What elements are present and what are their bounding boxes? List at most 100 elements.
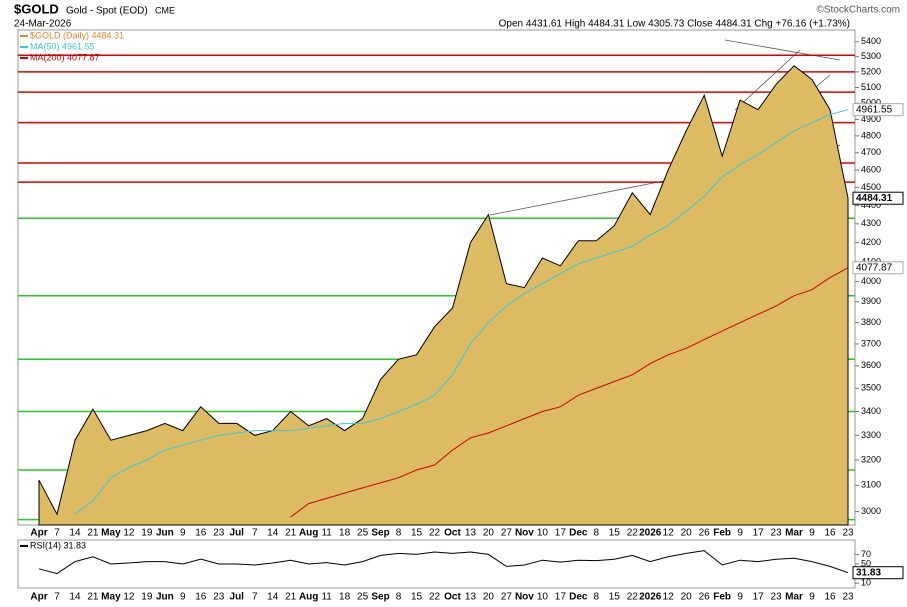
x-tick-label: 2026 xyxy=(639,592,662,603)
x-tick-label: 14 xyxy=(69,528,81,539)
x-tick-label: 10 xyxy=(537,592,549,603)
x-tick-label: 15 xyxy=(609,528,621,539)
x-tick-label: Jul xyxy=(230,592,245,603)
x-tick-label: 22 xyxy=(627,528,639,539)
y-tick-label: 3000 xyxy=(861,506,881,516)
x-tick-label: 20 xyxy=(483,592,495,603)
last-value-box xyxy=(852,103,904,117)
rsi-panel xyxy=(17,539,856,589)
credit: ©StockCharts.com xyxy=(816,5,900,16)
x-tick-label: 9 xyxy=(180,592,186,603)
x-tick-label: 16 xyxy=(824,528,836,539)
x-tick-label: 27 xyxy=(501,592,513,603)
last-value-label: 31.83 xyxy=(856,567,881,578)
x-tick-label: Aug xyxy=(299,592,318,603)
y-tick-label: 3300 xyxy=(861,430,881,440)
y-tick-label: 70 xyxy=(861,549,871,559)
x-tick-label: 14 xyxy=(69,592,81,603)
x-tick-label: 23 xyxy=(842,592,854,603)
y-tick-label: 3200 xyxy=(861,454,881,464)
x-tick-label: 22 xyxy=(429,528,441,539)
y-tick-label: 4500 xyxy=(861,182,881,192)
y-tick-label: 4300 xyxy=(861,218,881,228)
series-line xyxy=(74,109,849,515)
x-tick-label: 17 xyxy=(555,592,567,603)
x-tick-label: 14 xyxy=(267,528,279,539)
x-tick-label: 12 xyxy=(663,528,675,539)
series-line xyxy=(38,550,849,575)
x-tick-label: May xyxy=(101,528,121,539)
x-tick-label: 26 xyxy=(699,592,711,603)
x-tick-label: 16 xyxy=(195,592,207,603)
x-tick-label: 16 xyxy=(195,528,207,539)
x-tick-label: 26 xyxy=(699,528,711,539)
y-tick-label: 4900 xyxy=(861,114,881,124)
y-tick-label: 5200 xyxy=(861,66,881,76)
last-value-box xyxy=(852,261,904,275)
x-tick-label: 10 xyxy=(537,528,549,539)
x-tick-label: 21 xyxy=(87,528,99,539)
y-tick-label: 5100 xyxy=(861,82,881,92)
y-tick-label: 4800 xyxy=(861,130,881,140)
x-tick-label: 12 xyxy=(123,528,135,539)
x-tick-label: Nov xyxy=(515,528,534,539)
last-value-box xyxy=(852,566,904,580)
x-tick-label: 9 xyxy=(737,528,743,539)
y-tick-label: 4400 xyxy=(861,200,881,210)
price-area xyxy=(38,65,849,526)
x-tick-label: 17 xyxy=(753,592,765,603)
x-tick-label: Apr xyxy=(30,592,47,603)
x-tick-label: 8 xyxy=(396,528,402,539)
y-tick-label: 5000 xyxy=(861,98,881,108)
x-tick-label: 18 xyxy=(339,528,351,539)
x-tick-label: 15 xyxy=(411,592,423,603)
symbol: $GOLD xyxy=(14,1,59,16)
y-tick-label: 10 xyxy=(861,578,871,588)
x-tick-label: May xyxy=(101,592,121,603)
x-tick-label: Aug xyxy=(299,528,318,539)
x-tick-label: 2026 xyxy=(639,528,662,539)
x-tick-label: 9 xyxy=(737,592,743,603)
x-tick-label: 20 xyxy=(681,592,693,603)
x-tick-label: 23 xyxy=(213,592,225,603)
x-tick-label: Oct xyxy=(444,528,461,539)
x-tick-label: 16 xyxy=(824,592,836,603)
x-tick-label: 23 xyxy=(771,592,783,603)
last-value-box xyxy=(852,191,904,205)
x-tick-label: 7 xyxy=(54,592,60,603)
x-tick-label: 17 xyxy=(753,528,765,539)
last-value-label: 4077.87 xyxy=(856,262,893,273)
x-tick-label: Sep xyxy=(371,592,389,603)
x-tick-label: 25 xyxy=(357,528,369,539)
y-tick-label: 3800 xyxy=(861,317,881,327)
last-value-label: 4961.55 xyxy=(856,104,893,115)
x-tick-label: Mar xyxy=(785,592,803,603)
x-tick-label: Mar xyxy=(785,528,803,539)
x-tick-label: 13 xyxy=(465,592,477,603)
x-tick-label: 12 xyxy=(123,592,135,603)
x-tick-label: 25 xyxy=(357,592,369,603)
x-tick-label: 19 xyxy=(141,592,153,603)
date: 24-Mar-2026 xyxy=(14,19,72,30)
x-tick-label: 23 xyxy=(842,528,854,539)
x-tick-label: Dec xyxy=(569,592,588,603)
x-tick-label: 21 xyxy=(87,592,99,603)
last-value-label: 4484.31 xyxy=(856,193,893,204)
y-tick-label: 3400 xyxy=(861,406,881,416)
x-tick-label: 11 xyxy=(321,592,332,603)
x-tick-label: 8 xyxy=(594,528,600,539)
x-tick-label: 8 xyxy=(396,592,402,603)
exchange: CME xyxy=(155,5,175,15)
x-tick-label: Sep xyxy=(371,528,389,539)
x-tick-label: 13 xyxy=(465,528,477,539)
legend-label: MA(50) 4961.55 xyxy=(30,41,95,51)
x-tick-label: 9 xyxy=(809,528,815,539)
x-tick-label: 27 xyxy=(501,528,513,539)
series-line xyxy=(290,267,849,518)
y-tick-label: 4700 xyxy=(861,147,881,157)
y-tick-label: 4600 xyxy=(861,164,881,174)
y-tick-label: 4000 xyxy=(861,276,881,286)
y-tick-label: 3700 xyxy=(861,338,881,348)
x-tick-label: 15 xyxy=(609,592,621,603)
